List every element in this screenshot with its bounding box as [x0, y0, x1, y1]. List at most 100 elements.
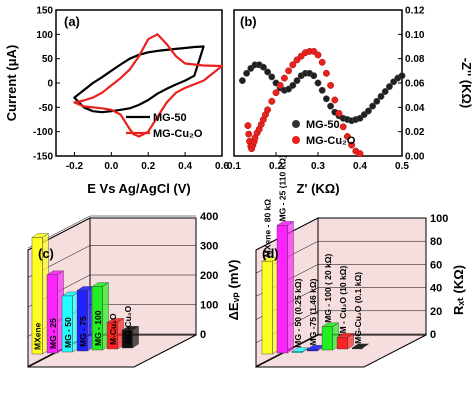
legend-a-mg50: MG-50 [153, 112, 187, 124]
panel-d-bar [291, 351, 303, 353]
panel-a-x-tick-label: 0.4 [178, 161, 192, 172]
panel-b-point-mgcu2o [322, 69, 330, 77]
panel-b-y-axis-label: -Z'' (KΩ) [459, 58, 474, 109]
panel-a-y-tick-label: 150 [36, 6, 53, 17]
panel-c-bar [76, 290, 88, 352]
panel-b-point-mg50 [369, 102, 377, 110]
panel-c-y-tick-label: 400 [200, 211, 218, 223]
panel-d-bar-label: MG - 100 ( 20 kΩ) [323, 253, 333, 322]
panel-b-point-mg50 [364, 107, 372, 115]
panel-b-point-mgcu2o [276, 81, 284, 89]
panel-a-series-mgcu2o-line [73, 33, 224, 138]
panel-a-x-tick-label: -0.2 [66, 161, 84, 172]
panel-c-bar-label: MG - 75 [78, 316, 88, 347]
panel-b-y-tick-label: 0.06 [405, 79, 425, 90]
panel-d-y-tick-label: 0 [430, 329, 436, 341]
panel-b-point-mgcu2o [339, 123, 347, 131]
panel-a-y-tick-label: 100 [36, 30, 53, 41]
panel-c-bar [31, 237, 43, 355]
panel-a-x-tick-label: 0.0 [104, 161, 118, 172]
panel-d-back-wall [317, 217, 427, 336]
panel-a-cyclic-voltammetry: -0.2 0.0 0.2 0.4 0.6 -150 -100 -50 0 50 100 150 (a)… [4, 6, 229, 197]
panel-d-y-axis-label: Rₓₜ (KΩ) [451, 265, 466, 315]
panel-c-y-tick-label: 200 [200, 270, 218, 282]
panel-b-point-mg50 [310, 72, 318, 80]
panel-d-y-tick-label: 40 [430, 283, 442, 295]
legend-b-mg50: MG-50 [306, 119, 340, 131]
panel-b-point-mgcu2o [264, 106, 272, 114]
panel-b-x-axis-label: Z' (KΩ) [296, 181, 339, 196]
panel-b-y-tick-label: 0.00 [405, 152, 425, 163]
panel-b-point-mgcu2o [343, 133, 351, 140]
panel-a-y-axis-label: Current (μA) [4, 45, 19, 122]
panel-c-bar-label: MG - 50 [63, 317, 73, 348]
panel-b-point-mg50 [373, 97, 381, 105]
panel-a-y-tick-label: -100 [33, 127, 53, 138]
panel-b-point-mgcu2o [356, 150, 364, 158]
panel-b-point-mgcu2o [335, 109, 343, 117]
panel-b-point-mgcu2o [244, 122, 252, 130]
panel-b-x-tick-label: 0.5 [395, 161, 409, 172]
panel-c-y-tick-label: 300 [200, 241, 218, 253]
panel-c-bar-label: MG-Cu₂O [123, 305, 133, 344]
panel-a-series-mg50-line [73, 45, 205, 114]
panel-d-bar-label: MG -75 (1.46 kΩ) [308, 278, 318, 345]
panel-b-point-mgcu2o [268, 97, 276, 105]
panel-d-bar-label: MXene - 80 kΩ [263, 199, 273, 257]
panel-b-point-mgcu2o [245, 130, 253, 138]
panel-b-point-mg50 [381, 88, 389, 95]
panel-b-point-mg50 [318, 86, 326, 94]
panel-c-bar [121, 330, 133, 349]
panel-d-bar-label: MG-Cu₂O (0.1 kΩ) [353, 272, 363, 344]
panel-b-point-mgcu2o [272, 89, 280, 97]
panel-b-tag: (b) [240, 14, 257, 29]
panel-b-point-mgcu2o [331, 96, 339, 104]
panel-b-point-mgcu2o [285, 67, 293, 75]
panel-a-tag: (a) [64, 14, 80, 29]
panel-c-bar-label: MG - 25 [48, 318, 58, 349]
panel-b-y-tick-label: 0.10 [405, 30, 425, 41]
panel-b-legend: MG-50 MG-Cu₂O [292, 119, 356, 147]
panel-a-y-tick-label: -50 [39, 103, 54, 114]
panel-b-y-tick-label: 0.08 [405, 54, 425, 65]
panel-d-bar [261, 261, 273, 355]
panel-d-bar [336, 337, 348, 350]
panel-c-tag: (c) [38, 246, 54, 261]
panel-d-bar [306, 349, 318, 352]
panel-b-point-mgcu2o [348, 141, 356, 149]
panel-d-y-tick-label: 20 [430, 306, 442, 318]
panel-d-y-tick-label: 100 [430, 213, 448, 225]
panel-b-point-mgcu2o [318, 58, 326, 66]
panel-b-point-mg50 [289, 81, 297, 89]
panel-b-point-mg50 [238, 77, 246, 85]
panel-b-point-mgcu2o [314, 51, 322, 59]
panel-d-bar [351, 347, 363, 350]
panel-b-y-tick-label: 0.04 [405, 103, 425, 114]
panel-c-bar-label: M-Cu₂O [108, 313, 118, 345]
panel-d-bar-label: MG - 50 (0.25 kΩ) [293, 278, 303, 347]
panel-b-point-mgcu2o [327, 81, 335, 89]
legend-b-mgcu2o: MG-Cu₂O [306, 135, 356, 147]
panel-b-point-mg50 [327, 102, 335, 110]
panel-a-x-tick-label: 0.2 [141, 161, 155, 172]
panel-b-point-mg50 [385, 83, 393, 91]
panel-d-bar [276, 225, 288, 354]
legend-a-mgcu2o: MG-Cu₂O [153, 128, 203, 140]
panel-c-bar [91, 286, 103, 351]
panel-d-floor [255, 334, 427, 368]
panel-a-y-tick-label: 50 [42, 54, 54, 65]
panel-d-bar-label: MG - 25 (110 kΩ) [278, 155, 288, 222]
panel-c-bar-label: MG - 100 [93, 310, 103, 346]
panel-b-point-mg50 [322, 95, 330, 103]
panel-c-bar-label: MXene [33, 322, 43, 350]
panel-b-x-tick-label: 0.3 [311, 161, 325, 172]
panel-b-nyquist: 0.1 0.2 0.3 0.4 0.50.00 0.02 0.04 0.06 0.08 0.10 0… [227, 6, 474, 197]
panel-d-3d-bar: 0 20 40 60 80 100 MXene - 80 kΩ MG - 25 (110 k… [255, 155, 466, 368]
panel-b-point-mg50 [268, 73, 276, 81]
panel-c-bar-side [132, 325, 139, 349]
panel-a-x-axis-label: E Vs Ag/AgCl (V) [87, 181, 191, 196]
panel-b-point-mg50 [314, 79, 322, 87]
panel-c-y-tick-label: 100 [200, 300, 218, 312]
panel-b-x-tick-label: 0.4 [353, 161, 367, 172]
panel-c-3d-bar: 0 100 200 300 400 MXene MG - 25 MG - 50 MG - 75… [27, 211, 241, 368]
